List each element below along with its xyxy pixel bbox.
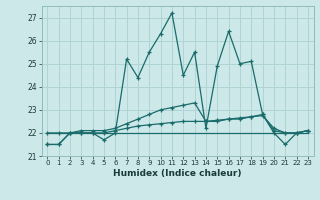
X-axis label: Humidex (Indice chaleur): Humidex (Indice chaleur) bbox=[113, 169, 242, 178]
